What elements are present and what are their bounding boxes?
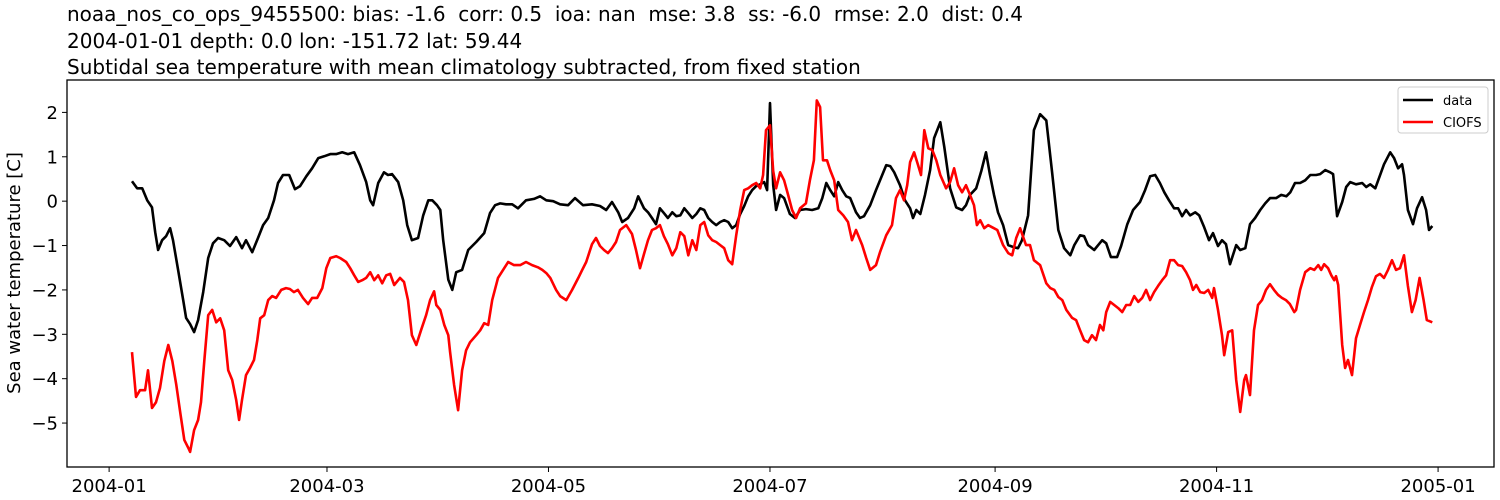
y-tick-label: −1 xyxy=(31,236,58,257)
series-line-ciofs xyxy=(130,99,1433,454)
x-tick-label: 2004-09 xyxy=(957,476,1032,497)
y-tick-label: 1 xyxy=(47,147,58,168)
x-axis: 2004-01 2004-03 2004-05 2004-07 2004-09 2004-… xyxy=(72,467,1476,497)
y-tick-label: 0 xyxy=(47,192,58,213)
y-tick-label: −2 xyxy=(31,280,58,301)
legend: data CIOFS xyxy=(1397,86,1489,134)
chart-title-station-info: 2004-01-01 depth: 0.0 lon: -151.72 lat: … xyxy=(67,29,523,53)
x-tick-label: 2005-01 xyxy=(1400,476,1475,497)
y-tick-label: −5 xyxy=(31,414,58,435)
y-tick-label: −4 xyxy=(31,369,58,390)
x-tick-label: 2004-11 xyxy=(1179,476,1254,497)
y-tick-label: 2 xyxy=(47,103,58,124)
y-axis: 2 1 0 −1 −2 −3 −4 −5 xyxy=(31,103,67,435)
y-tick-label: −3 xyxy=(31,325,58,346)
axes-frame xyxy=(66,79,1495,468)
series-layer xyxy=(130,99,1434,454)
x-tick-label: 2004-05 xyxy=(511,476,586,497)
chart-title-description: Subtidal sea temperature with mean clima… xyxy=(67,55,861,79)
y-axis-label: Sea water temperature [C] xyxy=(4,152,25,394)
series-line-data xyxy=(130,101,1434,334)
x-tick-label: 2004-03 xyxy=(289,476,364,497)
x-tick-label: 2004-01 xyxy=(72,476,147,497)
chart-title-stats: noaa_nos_co_ops_9455500: bias: -1.6 corr… xyxy=(67,2,1023,26)
legend-ciofs-label: CIOFS xyxy=(1443,116,1482,131)
x-tick-label: 2004-07 xyxy=(732,476,807,497)
legend-data-label: data xyxy=(1443,94,1472,109)
